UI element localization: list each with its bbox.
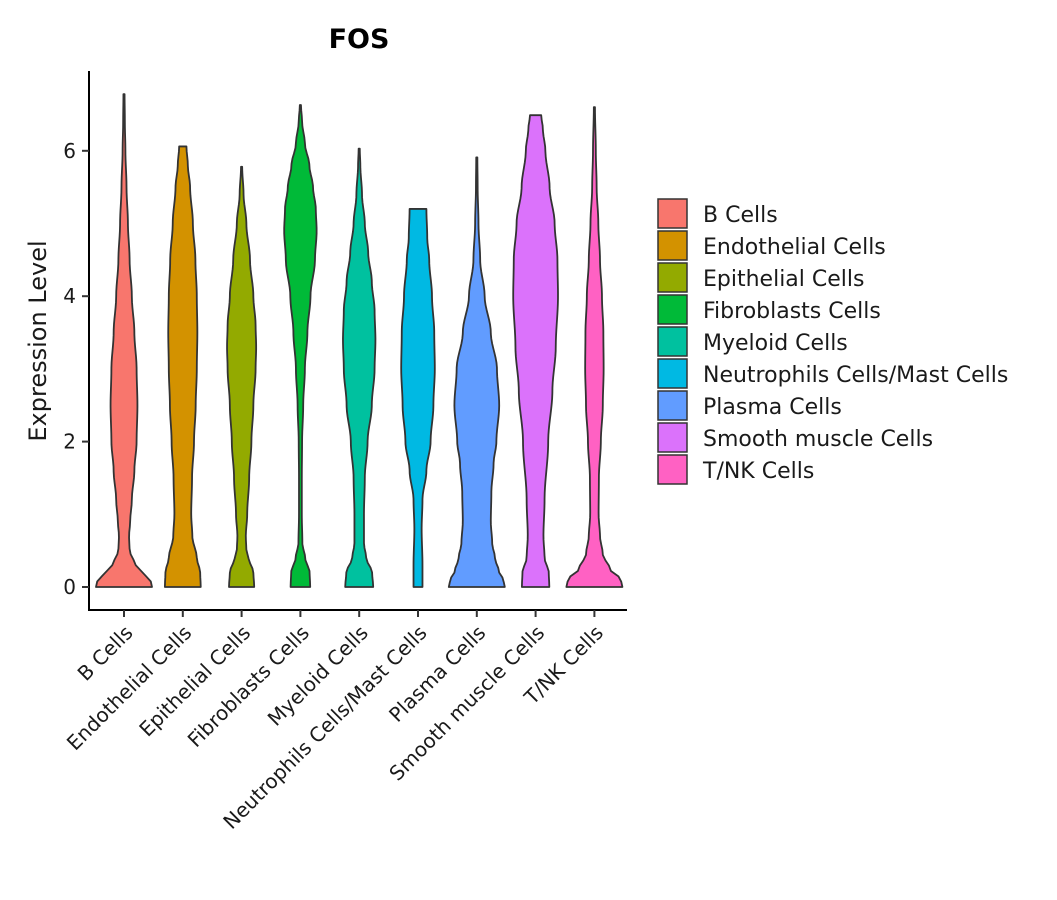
legend-label: Endothelial Cells <box>703 235 886 260</box>
legend-key-2 <box>657 262 688 293</box>
legend-label: B Cells <box>703 203 778 228</box>
legend: B Cells Endothelial Cells Epithelial Cells… <box>657 198 1008 485</box>
violin-7 <box>512 114 559 588</box>
legend-key-5 <box>657 358 688 389</box>
legend-key-0 <box>657 198 688 229</box>
violin-0 <box>95 93 153 588</box>
legend-label: Neutrophils Cells/Mast Cells <box>703 363 1008 388</box>
y-tick-label: 4 <box>63 284 76 308</box>
legend-key-1 <box>657 230 688 261</box>
legend-label: Smooth muscle Cells <box>703 427 933 452</box>
violin-4 <box>342 147 377 588</box>
y-axis-title: Expression Level <box>24 240 52 441</box>
legend-key-8 <box>657 454 688 485</box>
y-tick-label: 6 <box>63 139 76 163</box>
violin-5 <box>400 208 436 588</box>
violin-1 <box>163 145 202 588</box>
legend-key-3 <box>657 294 688 325</box>
legend-key-4 <box>657 326 688 357</box>
legend-label: Fibroblasts Cells <box>703 299 881 324</box>
y-tick-label: 0 <box>63 575 76 599</box>
chart-title: FOS <box>329 24 390 55</box>
violin-2 <box>226 165 258 588</box>
legend-label: Myeloid Cells <box>703 331 848 356</box>
legend-label: Plasma Cells <box>703 395 842 420</box>
legend-label: T/NK Cells <box>702 459 814 484</box>
legend-label: Epithelial Cells <box>703 267 864 292</box>
violin-3 <box>283 104 318 588</box>
y-tick-label: 2 <box>63 430 76 454</box>
legend-key-7 <box>657 422 688 453</box>
violin-8 <box>565 106 624 588</box>
violin-6 <box>447 156 506 588</box>
legend-key-6 <box>657 390 688 421</box>
